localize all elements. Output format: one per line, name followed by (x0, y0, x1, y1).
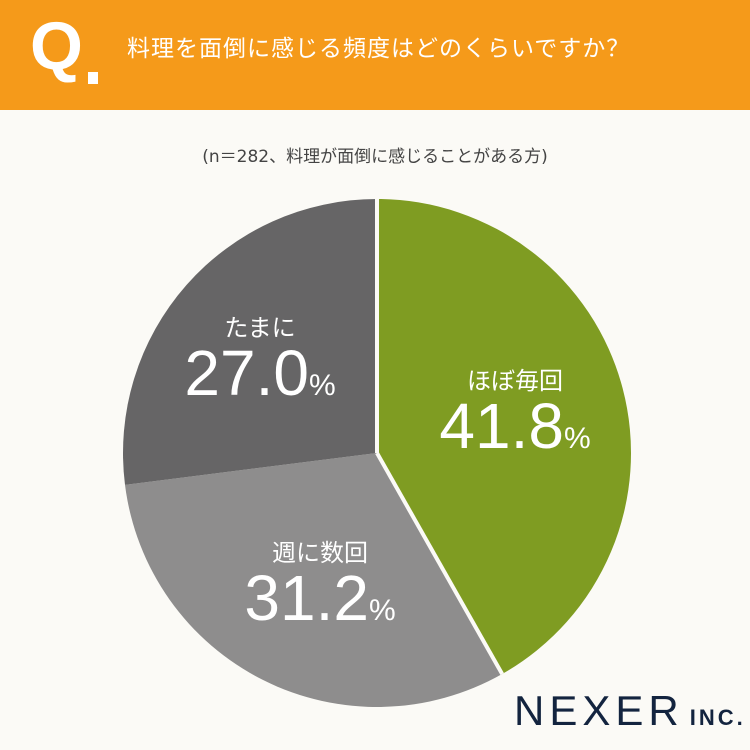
slice-value: 41.8% (439, 390, 591, 463)
q-mark: Q (30, 8, 83, 84)
slice-category: ほぼ毎回 (467, 367, 563, 395)
slice-category: たまに (224, 314, 296, 342)
slice-value: 27.0% (184, 337, 336, 410)
slice-few-times-week (125, 453, 503, 707)
sample-note: (n＝282、料理が面倒に感じることがある方) (202, 147, 548, 167)
slice-occasionally (123, 199, 378, 485)
nexer-logo: NEXER INC. (514, 687, 746, 734)
slice-label-every-time: ほぼ毎回 41.8% (420, 367, 610, 463)
q-dot (88, 72, 98, 84)
slice-label-occasionally: たまに 27.0% (165, 314, 355, 410)
slice-value: 31.2% (244, 562, 396, 635)
slice-every-time (377, 199, 631, 675)
slice-category: 週に数回 (272, 539, 368, 567)
question-title: 料理を面倒に感じる頻度はどのくらいですか？ (127, 36, 631, 62)
question-header: Q 料理を面倒に感じる頻度はどのくらいですか？ (0, 0, 750, 110)
slice-separator (375, 452, 504, 676)
slice-label-few-times-week: 週に数回 31.2% (225, 539, 415, 635)
